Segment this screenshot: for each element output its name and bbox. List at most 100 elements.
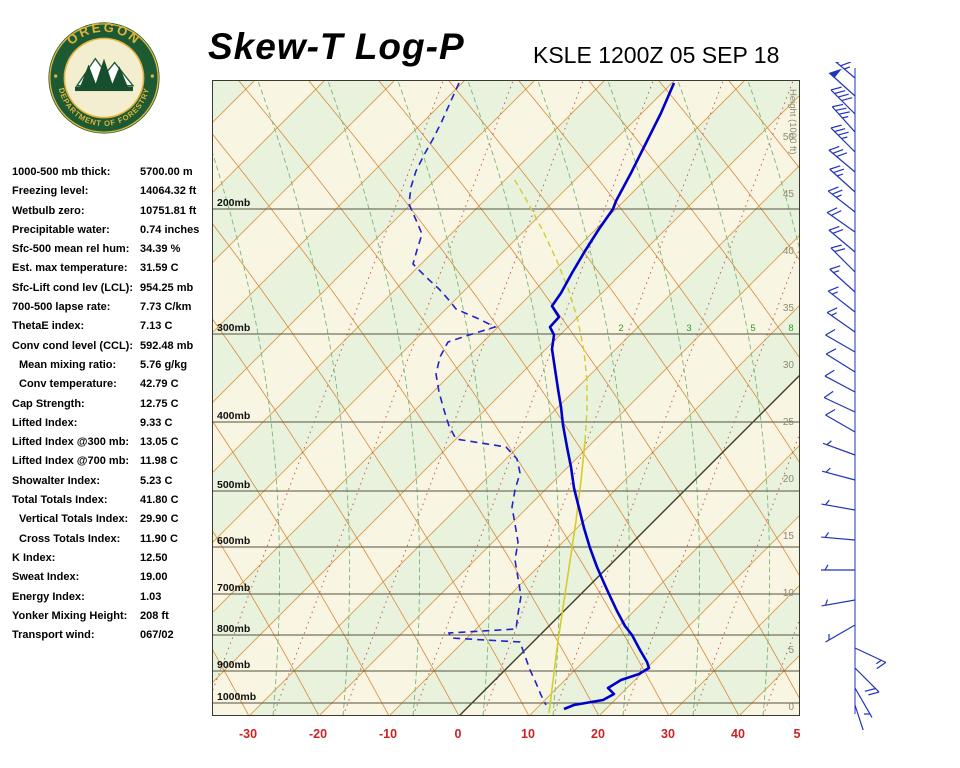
index-label: Sfc-500 mean rel hum: bbox=[12, 243, 130, 256]
dry-adiabat bbox=[308, 81, 739, 715]
index-row: Conv temperature: 42.79 C bbox=[12, 375, 222, 394]
wind-barb bbox=[854, 687, 873, 718]
index-row: Transport wind: 067/02 bbox=[12, 626, 222, 645]
wind-barb bbox=[822, 467, 856, 481]
index-label: Freezing level: bbox=[12, 185, 89, 198]
logo-dot-left bbox=[54, 74, 58, 78]
index-row: Conv cond level (CCL): 592.48 mb bbox=[12, 337, 222, 356]
isotherm-line bbox=[249, 165, 799, 715]
index-value: 19.00 bbox=[140, 571, 168, 584]
dry-adiabat bbox=[588, 81, 799, 358]
temperature-trace bbox=[548, 82, 676, 711]
index-value: 41.80 C bbox=[140, 494, 179, 507]
zero-degree-isotherm bbox=[459, 375, 799, 715]
wind-barb bbox=[821, 499, 856, 511]
index-value: 12.50 bbox=[140, 551, 168, 564]
height-axis-title: Height (1000 ft) bbox=[787, 89, 798, 154]
index-label: Total Totals Index: bbox=[12, 494, 108, 507]
wind-barb bbox=[830, 124, 856, 153]
wind-barb bbox=[824, 369, 856, 393]
moist-adiabat bbox=[677, 81, 771, 715]
wind-barb bbox=[827, 186, 856, 213]
isotherm-line bbox=[213, 81, 605, 473]
index-label: Yonker Mixing Height: bbox=[12, 609, 128, 622]
index-label: ThetaE index: bbox=[12, 320, 85, 333]
wind-barb bbox=[826, 207, 856, 233]
index-row: K Index: 12.50 bbox=[12, 549, 222, 568]
wind-barb bbox=[825, 408, 856, 433]
parcel-path-solid bbox=[548, 440, 586, 714]
index-label: Showalter Index: bbox=[12, 474, 101, 487]
index-row: Sfc-Lift cond lev (LCL): 954.25 mb bbox=[12, 279, 222, 298]
pressure-label: 500mb bbox=[217, 479, 250, 491]
dry-adiabat bbox=[378, 81, 799, 699]
index-value: 954.25 mb bbox=[140, 281, 194, 294]
index-row: Precipitable water: 0.74 inches bbox=[12, 221, 222, 240]
index-value: 34.39 % bbox=[140, 243, 181, 256]
height-tick-label: 50 bbox=[783, 132, 795, 143]
mixing-ratio-label: 2 bbox=[618, 323, 623, 334]
height-tick-label: 5 bbox=[788, 645, 794, 656]
height-tick-label: 0 bbox=[788, 702, 794, 713]
isotherm-line bbox=[389, 305, 799, 715]
pressure-label: 200mb bbox=[217, 197, 250, 209]
wind-barb bbox=[826, 307, 856, 333]
index-value: 067/02 bbox=[140, 629, 174, 642]
pressure-label: 600mb bbox=[217, 535, 250, 547]
wind-barb bbox=[825, 348, 856, 373]
wind-barb bbox=[831, 103, 856, 133]
index-value: 9.33 C bbox=[140, 416, 173, 429]
wind-barb bbox=[828, 68, 856, 97]
index-value: 5.76 g/kg bbox=[140, 358, 188, 371]
index-row: Wetbulb zero: 10751.81 ft bbox=[12, 202, 222, 221]
dry-adiabat bbox=[518, 81, 799, 463]
moist-adiabat bbox=[607, 81, 701, 715]
index-row: Freezing level: 14064.32 ft bbox=[12, 182, 222, 201]
wind-barb bbox=[854, 704, 864, 730]
moist-adiabat bbox=[537, 81, 631, 715]
index-label: 700-500 lapse rate: bbox=[12, 301, 111, 314]
height-tick-label: 10 bbox=[783, 588, 795, 599]
dewpoint-trace bbox=[408, 82, 547, 706]
moist-adiabat bbox=[467, 81, 561, 715]
height-tick-label: 30 bbox=[783, 360, 795, 371]
index-row: Est. max temperature: 31.59 C bbox=[12, 259, 222, 278]
isotherm-line bbox=[213, 81, 675, 543]
index-label: Conv temperature: bbox=[19, 378, 117, 391]
wind-barb-column bbox=[821, 62, 887, 730]
temperature-tick-label: 30 bbox=[661, 727, 675, 741]
temperature-tick-label: -30 bbox=[238, 727, 258, 741]
index-row: Sfc-500 mean rel hum: 34.39 % bbox=[12, 240, 222, 259]
isotherm-line bbox=[319, 235, 799, 715]
index-label: Wetbulb zero: bbox=[12, 204, 85, 217]
page-title: Skew-T Log-P bbox=[208, 26, 465, 67]
index-value: 42.79 C bbox=[140, 378, 179, 391]
pressure-label: 1000mb bbox=[217, 691, 256, 703]
isotherm-line bbox=[213, 81, 465, 333]
isotherm-line bbox=[599, 515, 799, 715]
wind-barb bbox=[828, 225, 856, 253]
parcel-path-dashed bbox=[512, 176, 588, 442]
index-value: 1.03 bbox=[140, 590, 162, 603]
indices-panel: 1000-500 mb thick: 5700.00 m Freezing leve… bbox=[12, 163, 222, 645]
temperature-tick-label: 5 bbox=[793, 727, 801, 741]
index-row: Vertical Totals Index: 29.90 C bbox=[12, 510, 222, 529]
index-label: Lifted Index @300 mb: bbox=[12, 436, 130, 449]
index-row: Mean mixing ratio: 5.76 g/kg bbox=[12, 356, 222, 375]
dry-adiabat bbox=[213, 421, 389, 715]
index-row: ThetaE index: 7.13 C bbox=[12, 317, 222, 336]
index-value: 11.90 C bbox=[140, 532, 178, 545]
dry-adiabat bbox=[213, 134, 599, 715]
temperature-tick-label: 10 bbox=[521, 727, 535, 741]
index-value: 592.48 mb bbox=[140, 339, 194, 352]
skewt-chart: 200mb 300mb 400mb 500mb 600mb 700mb 800mb 900mb… bbox=[212, 80, 800, 716]
logo-gold-ring-outer bbox=[49, 23, 159, 133]
index-label: Est. max temperature: bbox=[12, 262, 128, 275]
index-label: Sweat Index: bbox=[12, 571, 80, 584]
moist-adiabat bbox=[327, 81, 421, 715]
dry-adiabat bbox=[213, 319, 459, 715]
index-value: 14064.32 ft bbox=[140, 185, 197, 198]
isotherm-line bbox=[213, 81, 325, 193]
logo-mountain-trees bbox=[75, 57, 135, 92]
isotherm-line bbox=[213, 81, 535, 403]
